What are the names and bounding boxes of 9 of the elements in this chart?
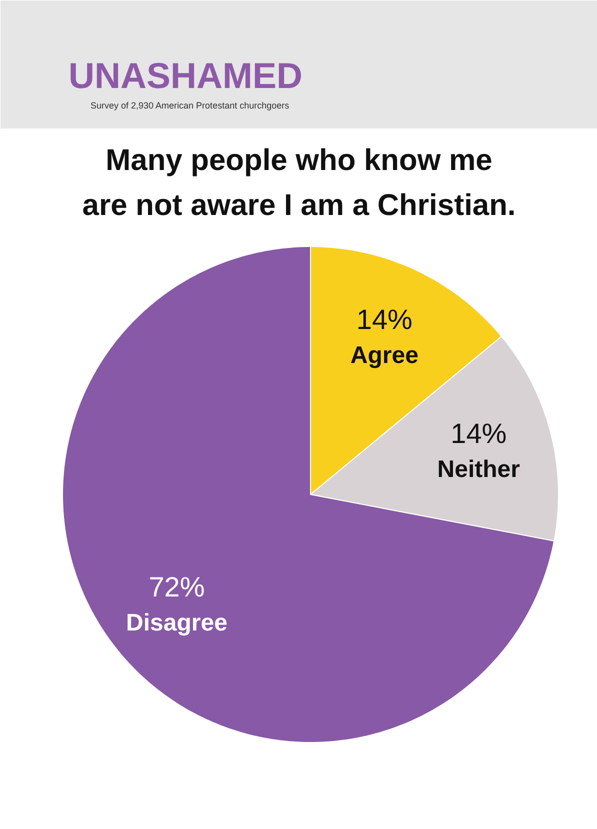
chart-title: Many people who know me are not aware I am a Christian. [82, 144, 516, 222]
data-label: 72% [148, 572, 205, 603]
chart-subtitle: UNASHAMED [68, 55, 302, 96]
slice-label: Neither [437, 456, 520, 483]
data-label: 14% [450, 418, 507, 449]
slice-label: Disagree [126, 610, 228, 637]
text: Survey of 2,930 American Protestant churchgoers [90, 100, 290, 110]
slice-label: Agree [350, 342, 418, 369]
data-label: 14% [356, 304, 412, 335]
